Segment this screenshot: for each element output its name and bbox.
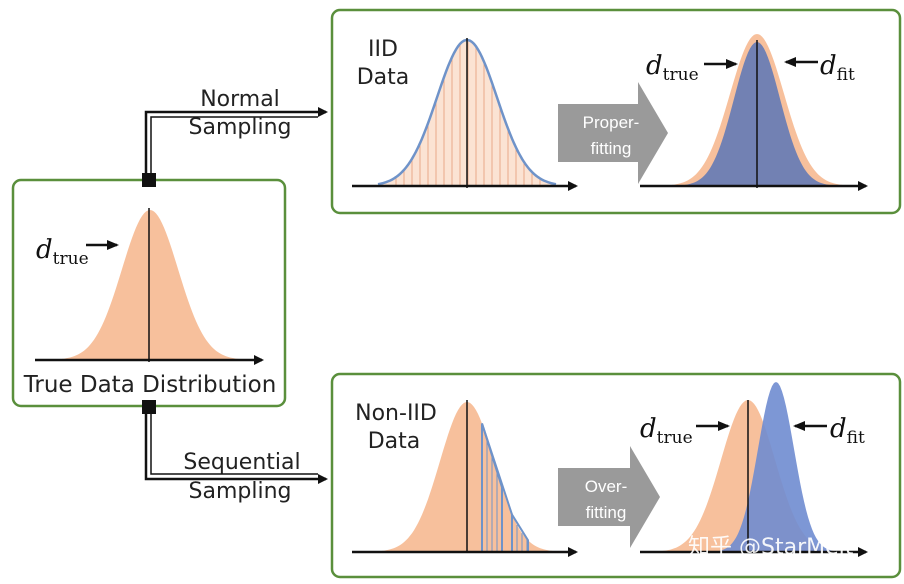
true-distribution-caption: True Data Distribution	[23, 372, 277, 398]
over-fitting-arrow-label-1: Over-	[585, 477, 628, 496]
sequential-sampling-connector-inner	[150, 405, 318, 475]
sequential-sampling-label-2: Sampling	[189, 479, 292, 504]
proper-fitting-arrow	[558, 82, 668, 184]
iid-data-label-1: IID	[368, 37, 398, 62]
sequential-sampling-label-1: Sequential	[183, 450, 300, 475]
normal-sampling-connector	[144, 107, 328, 181]
normal-sampling-label-1: Normal	[200, 87, 280, 112]
over-fitting-d-fit-label: dfit	[830, 414, 865, 448]
normal-sampling-node	[142, 173, 156, 187]
proper-fitting-d-fit-label: dfit	[820, 51, 855, 85]
non-iid-data-curve	[382, 402, 556, 552]
over-fitting-d-true-label: dtrue	[640, 414, 693, 448]
over-fitting-arrow	[558, 446, 660, 548]
over-fitting-arrow-label-2: fitting	[586, 503, 627, 522]
proper-fitting-arrow-label-1: Proper-	[583, 113, 640, 132]
proper-fitting-d-true-label: dtrue	[646, 51, 699, 85]
non-iid-data-sampled-bars	[481, 423, 529, 552]
normal-sampling-connector-inner	[150, 116, 318, 181]
non-iid-data-label-2: Data	[368, 429, 421, 454]
true-distribution-d-true-label: dtrue	[36, 235, 89, 269]
over-fitting-fit-curve	[716, 382, 836, 552]
iid-data-label-2: Data	[357, 65, 410, 90]
non-iid-data-label-1: Non-IID	[355, 401, 437, 426]
proper-fitting-arrow-label-2: fitting	[591, 139, 632, 158]
true-distribution-curve	[62, 210, 240, 360]
sequential-sampling-connector	[144, 405, 328, 484]
normal-sampling-label-2: Sampling	[189, 115, 292, 140]
sequential-sampling-node	[142, 400, 156, 414]
non-iid-sample-bar	[511, 511, 529, 552]
non-iid-sample-outline	[481, 423, 513, 552]
watermark-text: 知乎 @StarMelt	[688, 535, 854, 560]
